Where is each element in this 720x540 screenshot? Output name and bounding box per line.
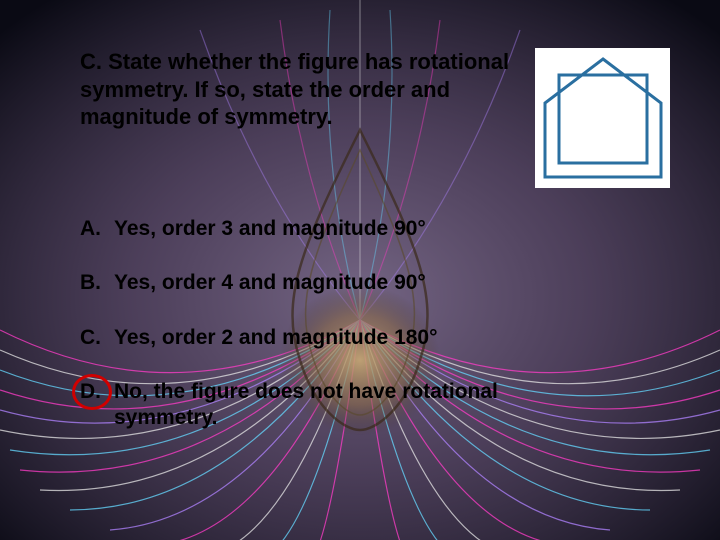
answer-option: C. Yes, order 2 and magnitude 180° <box>80 325 650 351</box>
answer-text: Yes, order 4 and magnitude 90° <box>114 270 650 296</box>
figure-diagram <box>539 53 667 183</box>
figure-box <box>535 48 670 188</box>
question-text: C. State whether the figure has rotation… <box>80 48 515 131</box>
answer-letter: C. <box>80 325 114 351</box>
content-area: C. State whether the figure has rotation… <box>0 0 720 540</box>
answer-letter: B. <box>80 270 114 296</box>
answer-text: Yes, order 2 and magnitude 180° <box>114 325 650 351</box>
question-row: C. State whether the figure has rotation… <box>80 48 650 188</box>
answer-text: No, the figure does not have rotational … <box>114 379 650 432</box>
answer-option: A. Yes, order 3 and magnitude 90° <box>80 216 650 242</box>
answer-option: B. Yes, order 4 and magnitude 90° <box>80 270 650 296</box>
answer-option: D. No, the figure does not have rotation… <box>80 379 650 432</box>
slide: C. State whether the figure has rotation… <box>0 0 720 540</box>
answers-list: A. Yes, order 3 and magnitude 90° B. Yes… <box>80 216 650 431</box>
answer-letter: A. <box>80 216 114 242</box>
answer-letter-circled: D. <box>80 379 114 405</box>
answer-text: Yes, order 3 and magnitude 90° <box>114 216 650 242</box>
